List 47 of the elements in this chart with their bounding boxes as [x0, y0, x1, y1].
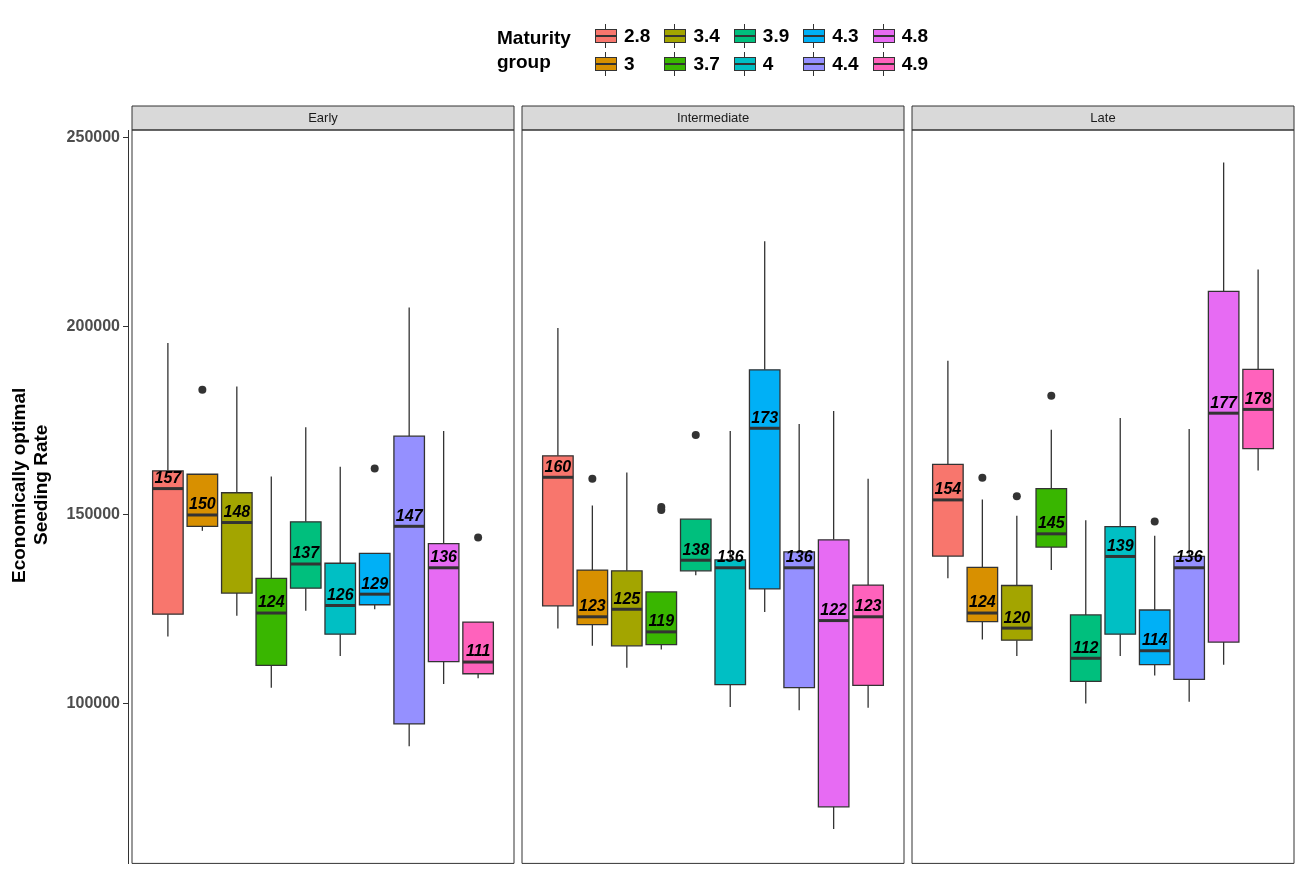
legend-label: 2.8	[624, 25, 651, 47]
legend-label: 4.8	[901, 25, 929, 47]
text: 160	[544, 457, 572, 475]
text: 120	[1003, 608, 1031, 626]
legend-label: 4.4	[832, 53, 859, 75]
text: 178	[1244, 389, 1272, 407]
y-axis-title: Economically optimal Seeding Rate	[8, 386, 52, 585]
text: 123	[579, 597, 606, 615]
text: 157	[154, 469, 182, 486]
x-tick-label: Early	[308, 109, 339, 125]
legend-title: Maturity group	[497, 26, 572, 74]
x-tick-label: Late	[1090, 109, 1116, 125]
text: 124	[969, 593, 996, 611]
legend-label: 3.9	[762, 25, 790, 47]
text: 111	[465, 642, 491, 660]
text: 154	[934, 480, 962, 498]
text: 112	[1073, 638, 1099, 656]
legend-label: 4.9	[901, 53, 929, 75]
text: 138	[682, 540, 710, 558]
text: 123	[854, 597, 882, 615]
text: 136	[430, 548, 457, 566]
legend-label: 4.3	[832, 25, 859, 47]
legend-label: 3.7	[693, 53, 720, 75]
text: 139	[1106, 536, 1134, 554]
text: 150	[189, 495, 216, 513]
text: 122	[820, 600, 847, 618]
text: 119	[648, 612, 675, 630]
text: 145	[1037, 514, 1065, 532]
y-tick-label: 150000	[66, 505, 121, 523]
y-tick-label: 100000	[66, 693, 121, 711]
x-tick-label: Intermediate	[676, 109, 750, 125]
text: 124	[257, 593, 285, 611]
text: 129	[361, 574, 389, 592]
text: 147	[395, 506, 423, 524]
text: 136	[785, 548, 813, 566]
text: 173	[751, 408, 779, 426]
text: 148	[223, 502, 251, 520]
text: 126	[326, 585, 354, 603]
legend-label: 4	[762, 53, 774, 75]
text: 114	[1141, 631, 1168, 649]
text: 137	[292, 544, 320, 562]
text: 125	[613, 589, 641, 607]
y-tick-label: 200000	[66, 316, 121, 334]
legend-label: 3.4	[693, 25, 720, 47]
y-tick-label: 250000	[66, 128, 121, 146]
text: 177	[1210, 393, 1237, 411]
legend-label: 3	[624, 53, 635, 75]
